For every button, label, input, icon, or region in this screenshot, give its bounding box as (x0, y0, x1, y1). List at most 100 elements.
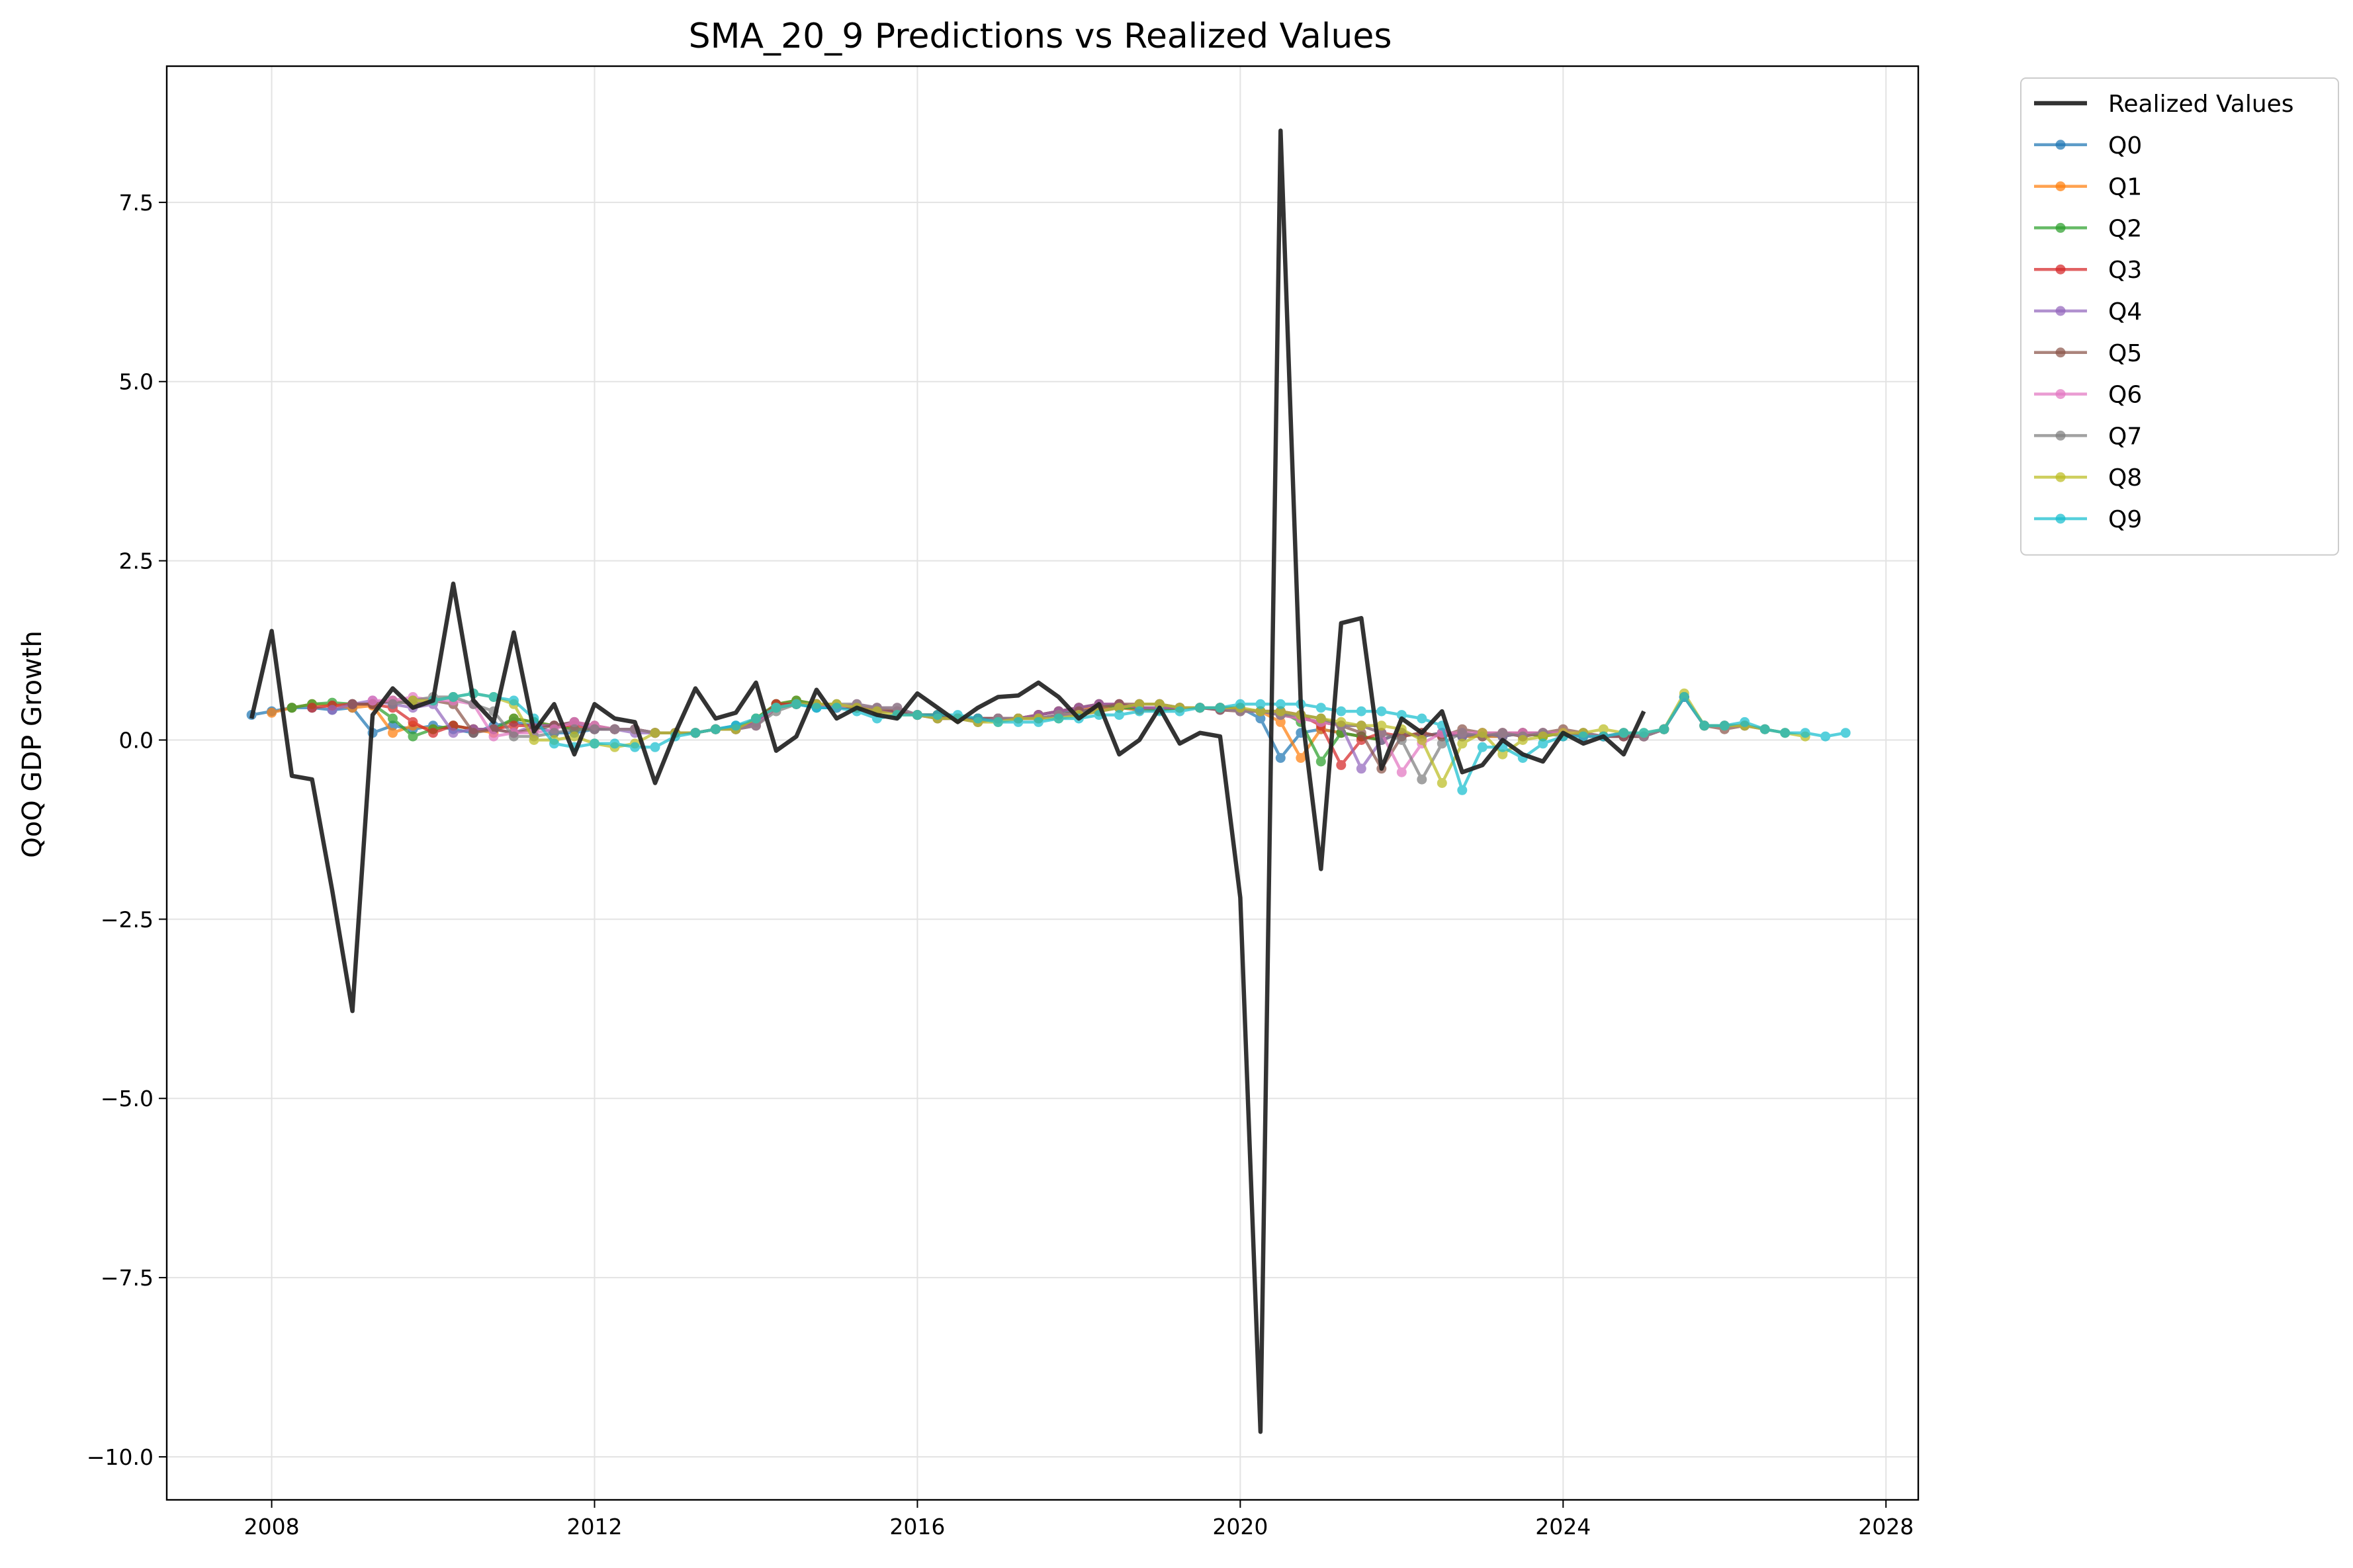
data-point (509, 731, 519, 742)
data-point (1477, 728, 1487, 738)
data-point (448, 692, 459, 702)
legend-item-q3: Q3 (2034, 257, 2142, 284)
data-point (973, 713, 983, 724)
legend-item-q6: Q6 (2034, 382, 2142, 409)
data-point (630, 742, 640, 752)
y-tick-label: 5.0 (119, 369, 154, 395)
data-point (327, 705, 337, 715)
legend-box (2020, 77, 2339, 556)
legend-marker (2055, 430, 2066, 441)
legend-label: Q4 (2108, 298, 2142, 326)
legend-item-q4: Q4 (2034, 298, 2142, 326)
data-point (1315, 756, 1326, 767)
data-point (831, 703, 842, 713)
data-point (1053, 713, 1064, 724)
data-point (650, 742, 660, 752)
y-tick-label: 0.0 (119, 727, 154, 753)
data-point (751, 713, 761, 724)
data-point (609, 724, 620, 734)
data-point (1013, 717, 1024, 727)
data-point (1376, 720, 1387, 731)
grid (167, 66, 1918, 1500)
data-point (1376, 706, 1387, 717)
y-tick-label: −2.5 (101, 906, 154, 932)
data-point (1114, 710, 1124, 720)
data-point (811, 703, 822, 713)
data-point (1417, 774, 1427, 785)
data-point (1194, 703, 1205, 713)
axes-frame (165, 65, 1920, 1501)
legend-label: Q7 (2108, 423, 2142, 450)
data-point (1457, 728, 1468, 738)
legend-marker (2055, 140, 2066, 150)
data-point (448, 728, 459, 738)
data-point (1235, 699, 1245, 709)
data-point (1356, 763, 1366, 774)
data-point (1275, 706, 1286, 717)
chart-title: SMA_20_9 Predictions vs Realized Values (689, 17, 1392, 56)
data-point (388, 713, 398, 724)
legend-marker (2055, 347, 2066, 358)
data-point (1356, 720, 1366, 731)
x-tick-label: 2028 (1858, 1514, 1914, 1540)
data-point (1315, 703, 1326, 713)
data-point (1215, 703, 1225, 713)
legend: Realized Values Q0 Q1 Q2 Q3 Q4 Q5 Q6 Q7 Q8 Q9 (2020, 77, 2339, 556)
data-point (569, 717, 580, 727)
y-axis-label: QoQ GDP Growth (17, 631, 48, 858)
legend-marker (2055, 513, 2066, 524)
data-point (932, 710, 943, 720)
data-point (529, 735, 539, 745)
legend-label: Realized Values (2108, 91, 2294, 118)
y-tick-label: −5.0 (101, 1086, 154, 1111)
data-point (1578, 731, 1589, 742)
realized-values-line (249, 128, 1646, 1434)
legend-item-q2: Q2 (2034, 215, 2142, 242)
data-point (993, 717, 1003, 727)
data-point (569, 724, 580, 734)
series-line (413, 691, 1806, 785)
data-point (549, 738, 559, 749)
data-point (388, 699, 398, 709)
x-tick-label: 2008 (244, 1514, 300, 1540)
data-point (1538, 731, 1548, 742)
data-point (1619, 728, 1629, 738)
data-point (1759, 724, 1770, 734)
data-point (1477, 742, 1487, 752)
data-point (549, 728, 559, 738)
data-point (1154, 699, 1165, 709)
data-point (1396, 710, 1407, 720)
data-point (1275, 753, 1286, 763)
x-tick-label: 2012 (567, 1514, 623, 1540)
legend-marker (2055, 264, 2066, 275)
y-tick-label: 2.5 (119, 548, 154, 574)
axis-ticks: 2008 2012 2016 2020 2024 2028 7.5 5.0 2.5 0.0 −2.5… (87, 190, 1914, 1540)
data-point (1497, 728, 1508, 738)
legend-item-q8: Q8 (2034, 464, 2142, 492)
legend-label: Q1 (2108, 174, 2142, 201)
data-point (1820, 731, 1831, 742)
y-tick-label: −10.0 (87, 1444, 154, 1470)
x-tick-label: 2024 (1535, 1514, 1591, 1540)
data-point (791, 699, 801, 709)
data-point (509, 695, 519, 706)
data-point (751, 720, 761, 731)
data-point (590, 724, 599, 734)
data-point (892, 703, 903, 713)
x-tick-label: 2016 (889, 1514, 945, 1540)
data-point (609, 738, 620, 749)
legend-marker (2055, 181, 2066, 192)
data-point (1255, 713, 1266, 724)
data-point (1740, 717, 1750, 727)
plot-area (246, 128, 1851, 1434)
data-point (509, 720, 519, 731)
data-point (1719, 720, 1730, 731)
data-point (1315, 713, 1326, 724)
legend-label: Q9 (2108, 506, 2142, 533)
legend-label: Q3 (2108, 257, 2142, 284)
data-point (367, 695, 378, 706)
data-point (1356, 728, 1366, 738)
data-point (1296, 753, 1306, 763)
